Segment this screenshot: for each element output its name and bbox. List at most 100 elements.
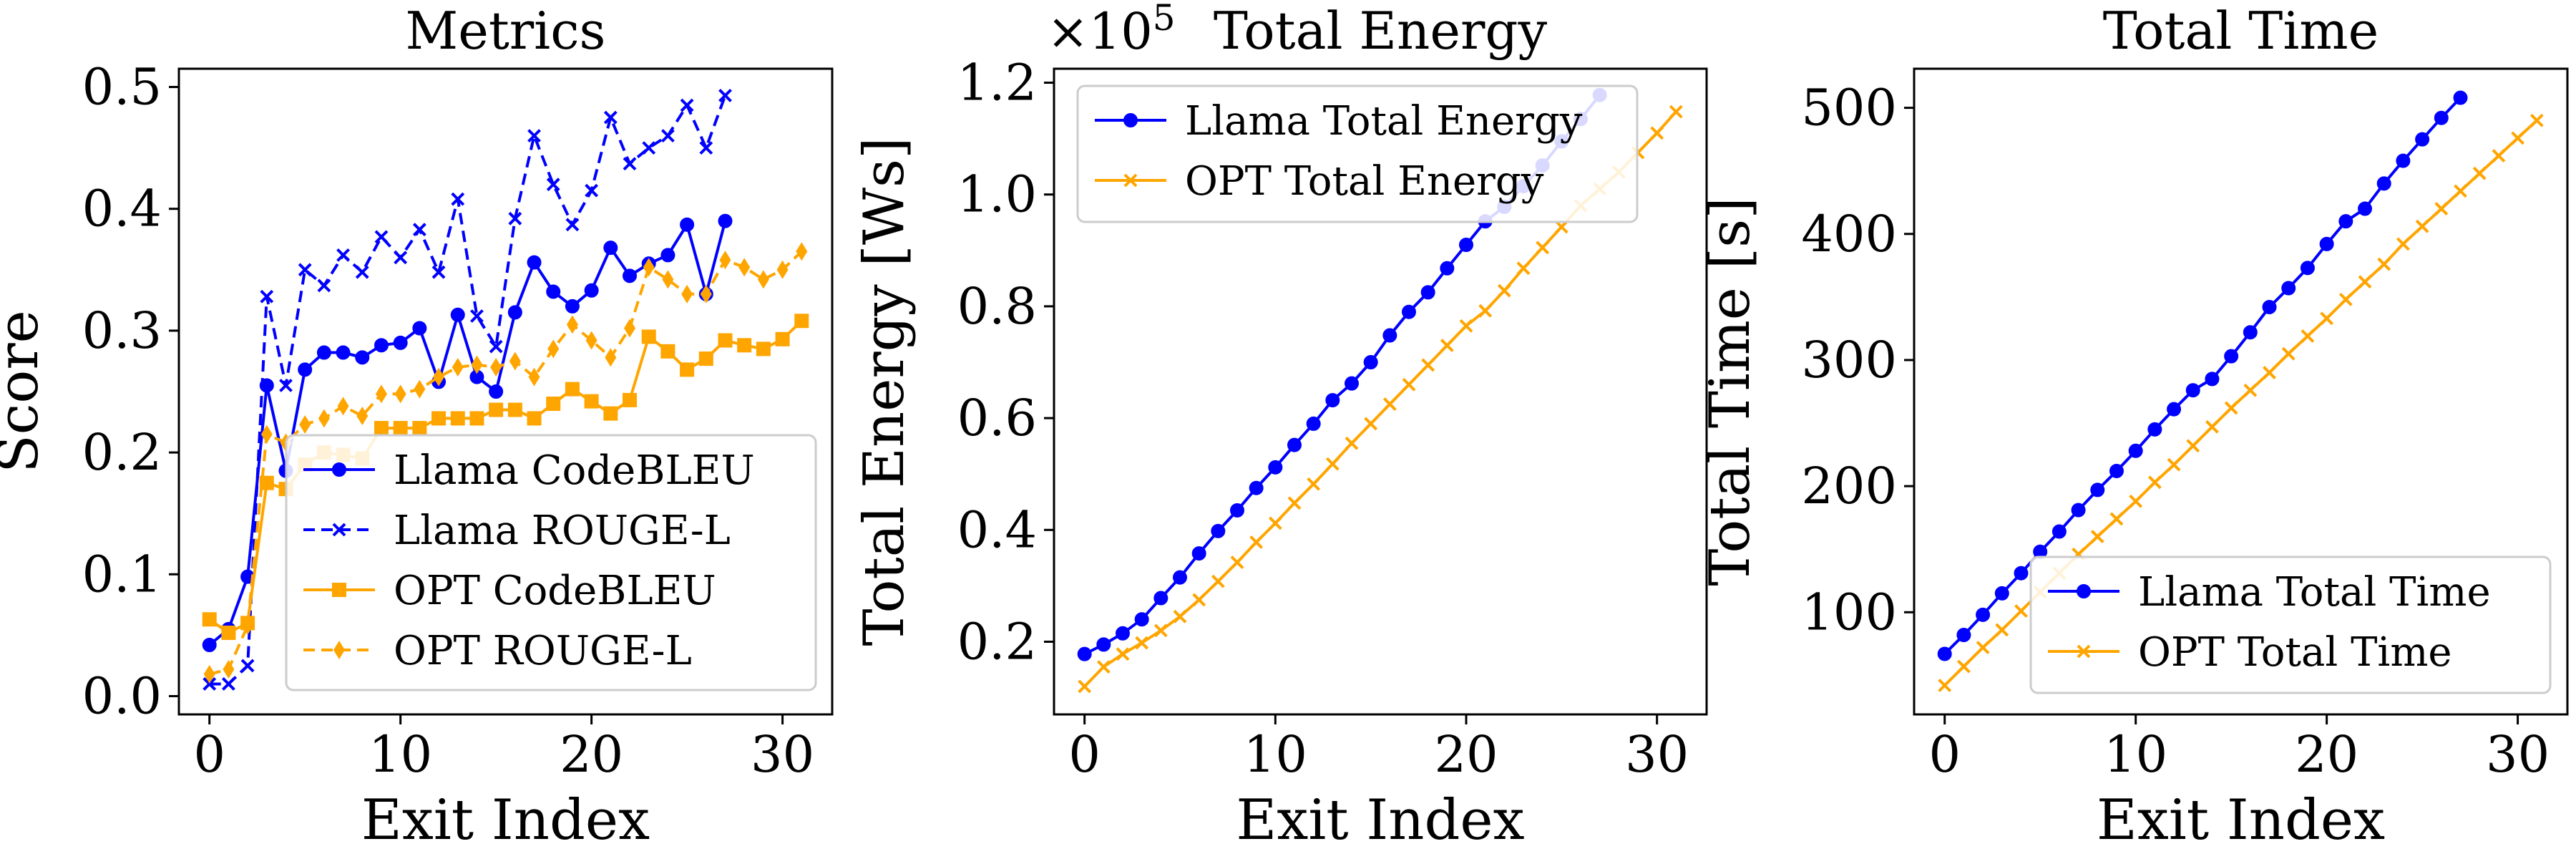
data-point [2492,149,2506,162]
data-point [2071,503,2086,518]
data-point [414,379,426,399]
chart-title: Total Energy [1214,1,1548,61]
data-point [603,241,618,256]
x-tick-label: 0 [1068,725,1101,784]
data-point [1402,377,1416,392]
data-point [433,367,445,387]
data-point [1364,417,1378,431]
data-point [528,367,540,387]
data-point [2243,383,2258,397]
data-point [489,384,504,399]
data-point [356,407,369,426]
data-point [393,335,408,350]
legend: Llama Total Time OPT Total Time [2029,555,2552,694]
data-point [2185,383,2200,398]
data-point [1307,477,1321,491]
plot-frame [1053,67,1708,716]
data-point [643,258,655,277]
data-point [1956,659,1971,674]
offset-multiplier: ×10 [1047,2,1153,61]
data-point [1211,523,1226,538]
data-point [1230,503,1244,518]
data-point [489,339,503,354]
data-point [680,98,694,112]
data-point [242,616,254,635]
data-point [1938,679,1952,692]
data-point [1287,437,1302,452]
data-point [527,129,541,143]
data-point [641,329,656,344]
data-point [1325,457,1340,471]
data-point [203,677,217,691]
data-point [279,379,293,392]
data-point [775,331,790,346]
data-point [546,284,561,299]
data-point [605,348,617,367]
data-point [469,411,484,426]
legend-label: Llama ROUGE-L [394,508,731,554]
y-axis-label: Score [0,310,51,473]
data-point [1994,586,2009,601]
data-point [2300,261,2315,276]
panel-3: 0 10 20 30 100 200 300 400 500 Total Time Exit Ind… [1698,1,2569,853]
data-point [2243,325,2258,340]
x-tick-label: 0 [1928,725,1961,784]
y-tick-label: 0.6 [957,389,1037,447]
data-point [661,129,675,143]
data-point [451,192,465,206]
data-point [507,305,522,320]
data-point [2186,439,2200,453]
data-point [431,265,446,279]
data-point [2090,482,2105,498]
legend-label: OPT CodeBLEU [394,568,716,614]
legend-marker [2077,644,2091,659]
data-point [1135,636,1149,650]
data-point [223,660,235,679]
data-point [2434,110,2449,125]
legend-entry: Llama Total Energy [1095,98,1583,145]
data-point [585,183,599,198]
data-point [490,357,502,377]
x-tick-label: 10 [2104,725,2167,784]
data-point [698,351,713,367]
data-point [412,321,427,336]
data-point [1440,339,1454,352]
y-tick-label: 0.4 [82,180,162,238]
data-point [794,314,809,329]
legend-entry: Llama CodeBLEU [303,447,755,494]
data-point [221,625,236,640]
data-point [2109,512,2124,526]
data-point [2453,90,2468,105]
data-point [681,284,693,304]
legend-label: Llama Total Energy [1185,98,1583,145]
series-1 [202,213,733,652]
data-point [623,392,638,407]
panel-2: 0 10 20 30 0.2 0.4 0.6 0.8 1.0 1.2 Total Energy ×10… [852,0,1708,853]
data-point [2205,419,2219,434]
data-point [603,406,618,421]
data-point [299,414,311,434]
data-point [355,265,369,279]
data-point [2396,237,2410,251]
data-point [2167,457,2181,472]
data-point [757,270,769,289]
data-point [1211,574,1225,588]
x-axis-label: Exit Index [361,788,650,853]
data-point [1268,460,1283,475]
data-point [2128,443,2143,458]
data-point [2358,201,2373,216]
data-point [2338,292,2353,306]
legend: Llama Total Energy OPT Total Energy [1076,84,1639,223]
data-point [2376,176,2391,191]
legend-label: OPT ROUGE-L [394,628,692,674]
legend-marker [1123,173,1138,188]
legend-box [285,434,817,691]
data-point [2281,281,2296,296]
y-axis-label: Total Time [s] [1698,197,1762,586]
legend-label: OPT Total Time [2138,629,2452,676]
y-tick-label: 1.2 [957,54,1037,112]
legend: Llama CodeBLEU Llama ROUGE-L OPT CodeBLEU O… [285,434,817,691]
x-tick-label: 30 [1625,725,1689,784]
data-point [2320,311,2334,326]
data-point [2415,219,2429,233]
